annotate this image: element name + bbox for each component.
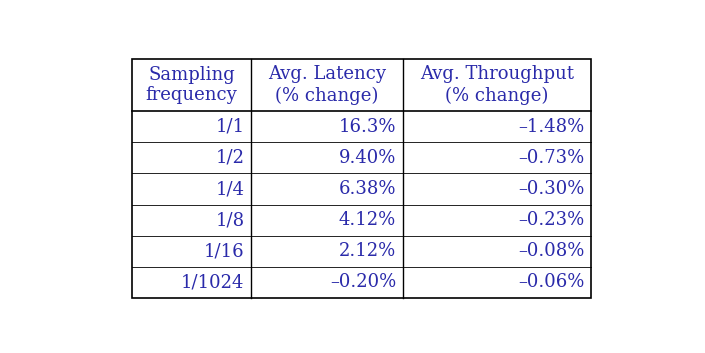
Text: –1.48%: –1.48% [518, 118, 584, 136]
Text: Avg. Latency
(% change): Avg. Latency (% change) [268, 65, 386, 104]
Text: –0.30%: –0.30% [518, 180, 584, 198]
Text: –0.08%: –0.08% [518, 242, 584, 260]
Text: 1/2: 1/2 [216, 149, 245, 167]
Text: 4.12%: 4.12% [339, 211, 396, 229]
Text: –0.06%: –0.06% [518, 273, 584, 291]
Text: 1/1: 1/1 [216, 118, 245, 136]
Text: 1/16: 1/16 [204, 242, 245, 260]
Text: –0.20%: –0.20% [330, 273, 396, 291]
Text: 1/1024: 1/1024 [181, 273, 245, 291]
Text: Avg. Throughput
(% change): Avg. Throughput (% change) [419, 65, 574, 104]
Text: 1/4: 1/4 [216, 180, 245, 198]
Text: 2.12%: 2.12% [339, 242, 396, 260]
Text: –0.73%: –0.73% [518, 149, 584, 167]
Text: –0.23%: –0.23% [518, 211, 584, 229]
Text: 6.38%: 6.38% [338, 180, 396, 198]
Text: 1/8: 1/8 [216, 211, 245, 229]
Text: 9.40%: 9.40% [338, 149, 396, 167]
Text: 16.3%: 16.3% [338, 118, 396, 136]
Bar [132, 59, 591, 298]
Text: Sampling
frequency: Sampling frequency [146, 66, 238, 104]
